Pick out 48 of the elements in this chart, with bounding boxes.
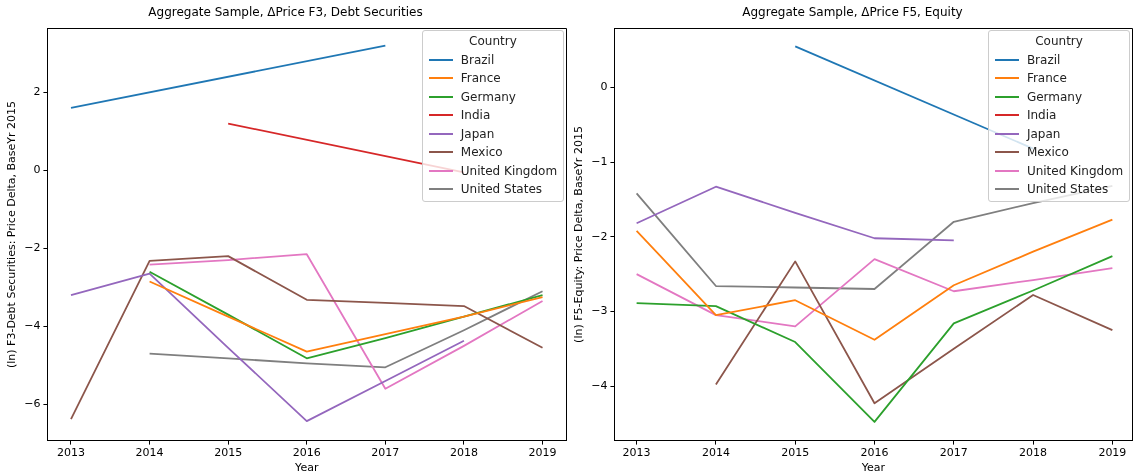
legend-label: United States — [460, 182, 543, 197]
x-tick-label: 2017 — [939, 446, 968, 460]
x-tick-label: 2013 — [56, 446, 85, 460]
x-tick-label: 2015 — [214, 446, 243, 460]
x-tick-label: 2018 — [1019, 446, 1048, 460]
y-tick-label: −1 — [591, 154, 608, 168]
y-tick-label: −4 — [591, 378, 608, 392]
legend-label: India — [460, 108, 491, 123]
legend-label: Brazil — [460, 52, 495, 67]
legend-label: France — [1026, 71, 1067, 86]
y-tick-label: −2 — [591, 229, 608, 243]
chart-title: Aggregate Sample, ΔPrice F5, Equity — [742, 5, 963, 20]
legend-label: United States — [1026, 182, 1109, 197]
x-tick-label: 2015 — [781, 446, 810, 460]
y-tick-label: 0 — [33, 163, 41, 177]
x-tick-label: 2013 — [622, 446, 651, 460]
legend-label: Japan — [460, 126, 495, 141]
legend-label: United Kingdom — [1026, 163, 1124, 178]
y-tick-label: −3 — [591, 304, 608, 318]
legend-title: Country — [468, 34, 518, 49]
x-tick-label: 2018 — [449, 446, 478, 460]
x-axis-title: Year — [860, 461, 886, 475]
x-tick-label: 2019 — [1098, 446, 1127, 460]
y-tick-label: −4 — [24, 319, 41, 333]
x-tick-label: 2016 — [860, 446, 889, 460]
x-tick-label: 2016 — [292, 446, 321, 460]
x-tick-label: 2017 — [371, 446, 400, 460]
legend-label: Japan — [1026, 126, 1061, 141]
y-tick-label: 2 — [33, 85, 41, 99]
legend-label: France — [460, 71, 501, 86]
legend-title: Country — [1034, 34, 1084, 49]
legend-label: United Kingdom — [460, 163, 558, 178]
x-axis-title: Year — [294, 461, 319, 475]
legend-label: Germany — [460, 89, 516, 104]
legend-label: Mexico — [1026, 145, 1069, 160]
y-axis-title: (ln) F3-Debt Securities: Price Delta, BaseYr 2015 — [5, 100, 19, 369]
y-tick-label: 0 — [600, 80, 608, 94]
y-axis-title: (ln) F5-Equity: Price Delta, BaseYr 2015 — [572, 126, 586, 343]
legend-label: Brazil — [1026, 52, 1061, 67]
y-tick-label: −2 — [24, 241, 41, 255]
legend-label: Mexico — [460, 145, 503, 160]
x-tick-label: 2014 — [135, 446, 164, 460]
x-tick-label: 2014 — [701, 446, 730, 460]
y-tick-label: −6 — [24, 397, 41, 411]
legend-label: Germany — [1026, 89, 1083, 104]
legend-label: India — [1026, 108, 1057, 123]
x-tick-label: 2019 — [528, 446, 557, 460]
chart-title: Aggregate Sample, ΔPrice F3, Debt Securities — [148, 5, 423, 20]
